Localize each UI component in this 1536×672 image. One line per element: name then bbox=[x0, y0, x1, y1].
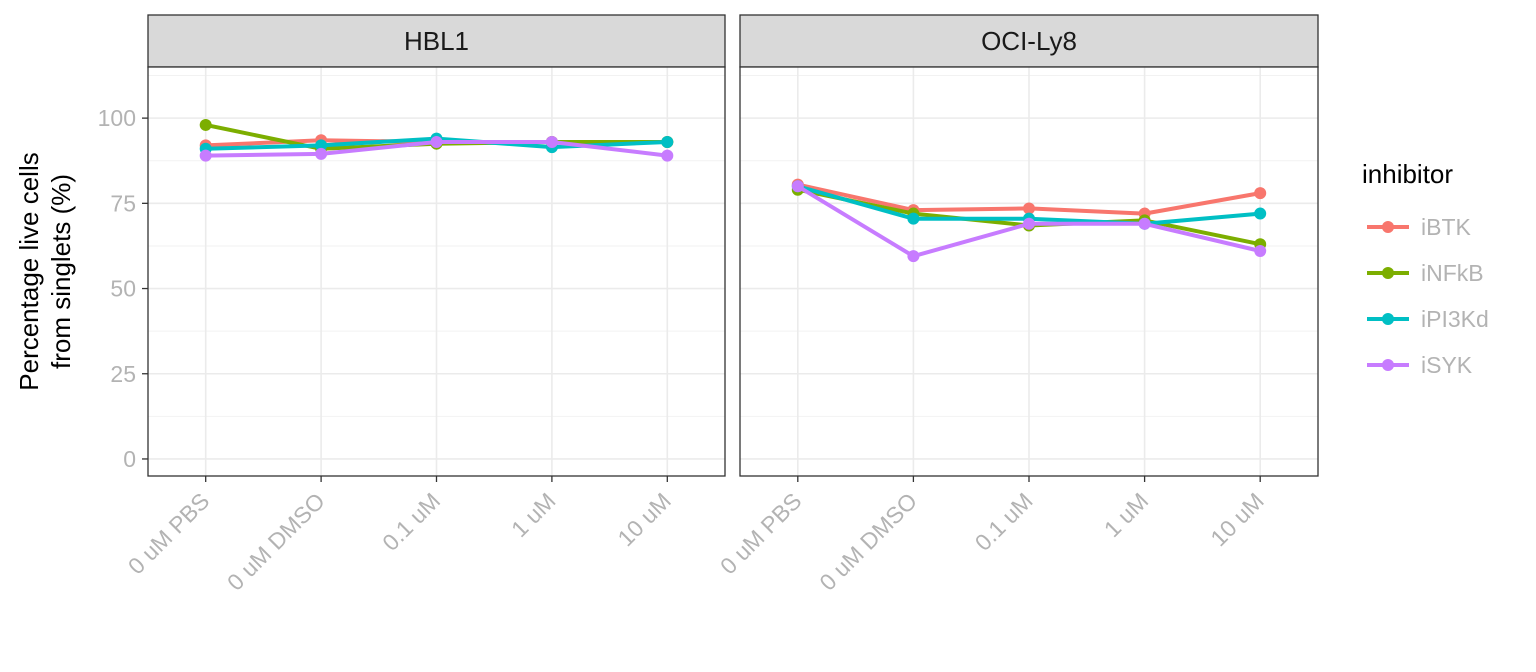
legend-key-point bbox=[1382, 313, 1394, 325]
y-tick-label: 75 bbox=[110, 190, 136, 216]
gridlines bbox=[740, 67, 1318, 476]
x-tick-label: 0 uM DMSO bbox=[222, 488, 330, 596]
series-isyk-point bbox=[430, 135, 443, 148]
x-tick-label: 0.1 uM bbox=[377, 488, 445, 556]
legend-title: inhibitor bbox=[1362, 159, 1453, 189]
gridlines bbox=[148, 67, 725, 476]
series-infkb-point bbox=[199, 118, 212, 131]
series-ipi3kd-point bbox=[315, 139, 328, 152]
x-tick-label: 10 uM bbox=[612, 488, 676, 552]
x-tick-label: 0.1 uM bbox=[970, 488, 1038, 556]
series-isyk-point bbox=[661, 149, 674, 162]
series-ipi3kd-point bbox=[907, 212, 920, 225]
x-tick-label: 10 uM bbox=[1205, 488, 1269, 552]
series-ipi3kd-point bbox=[661, 135, 674, 148]
series-isyk-point bbox=[1254, 245, 1267, 258]
facet-title: HBL1 bbox=[404, 26, 469, 56]
legend-label: iPI3Kd bbox=[1421, 306, 1489, 332]
y-axis-title-line-1: Percentage live cells bbox=[14, 152, 44, 390]
legend-key-point bbox=[1382, 267, 1394, 279]
facet-strip bbox=[739, 14, 1319, 68]
legend-key-point bbox=[1382, 359, 1394, 371]
facet-strip bbox=[147, 14, 726, 68]
legend-label: iSYK bbox=[1421, 352, 1473, 378]
series-isyk-point bbox=[199, 149, 212, 162]
series-isyk-point bbox=[315, 147, 328, 160]
legend: inhibitor iBTK iNFkB iPI3Kd iSYK bbox=[1362, 159, 1489, 378]
y-tick-label: 25 bbox=[110, 361, 136, 387]
x-tick-label: 0 uM PBS bbox=[715, 488, 807, 580]
legend-key-point bbox=[1382, 221, 1394, 233]
y-tick-label: 100 bbox=[98, 105, 136, 131]
legend-label: iBTK bbox=[1421, 214, 1472, 240]
legend-entry-ipi3kd: iPI3Kd bbox=[1367, 306, 1489, 332]
series-isyk-point bbox=[545, 135, 558, 148]
series-isyk bbox=[791, 180, 1267, 263]
legend-label: iNFkB bbox=[1421, 260, 1484, 286]
y-axis-title-line-2: from singlets (%) bbox=[46, 174, 76, 369]
series-isyk-point bbox=[1023, 217, 1035, 230]
panel-hbl1: HBL1 0 uM PBS 0 uM DMSO 0.1 uM 1 uM 10 uM 0 25 5… bbox=[98, 14, 726, 596]
series-ipi3kd-point bbox=[1254, 207, 1267, 220]
y-axis-title: Percentage live cells from singlets (%) bbox=[14, 152, 76, 390]
legend-entry-isyk: iSYK bbox=[1367, 352, 1473, 378]
x-tick-label: 0 uM DMSO bbox=[814, 488, 922, 596]
series-isyk bbox=[199, 135, 674, 162]
facet-title: OCI-Ly8 bbox=[981, 26, 1077, 56]
y-tick-label: 50 bbox=[110, 276, 136, 302]
series-isyk-point bbox=[1138, 217, 1151, 230]
legend-entry-ibtk: iBTK bbox=[1367, 214, 1472, 240]
y-tick-label: 0 bbox=[123, 446, 136, 472]
x-tick-label: 0 uM PBS bbox=[123, 488, 215, 580]
series-ibtk-point bbox=[1023, 202, 1035, 215]
x-tick-label: 1 uM bbox=[1099, 488, 1154, 543]
x-tick-label: 1 uM bbox=[506, 488, 561, 543]
series-isyk-point bbox=[791, 180, 804, 193]
series-ibtk-point bbox=[1254, 187, 1267, 200]
legend-entry-infkb: iNFkB bbox=[1367, 260, 1484, 286]
series-isyk-point bbox=[907, 250, 920, 263]
panel-oci-ly8: OCI-Ly8 0 uM PBS 0 uM DMSO 0.1 uM 1 uM 10 uM bbox=[715, 14, 1319, 596]
